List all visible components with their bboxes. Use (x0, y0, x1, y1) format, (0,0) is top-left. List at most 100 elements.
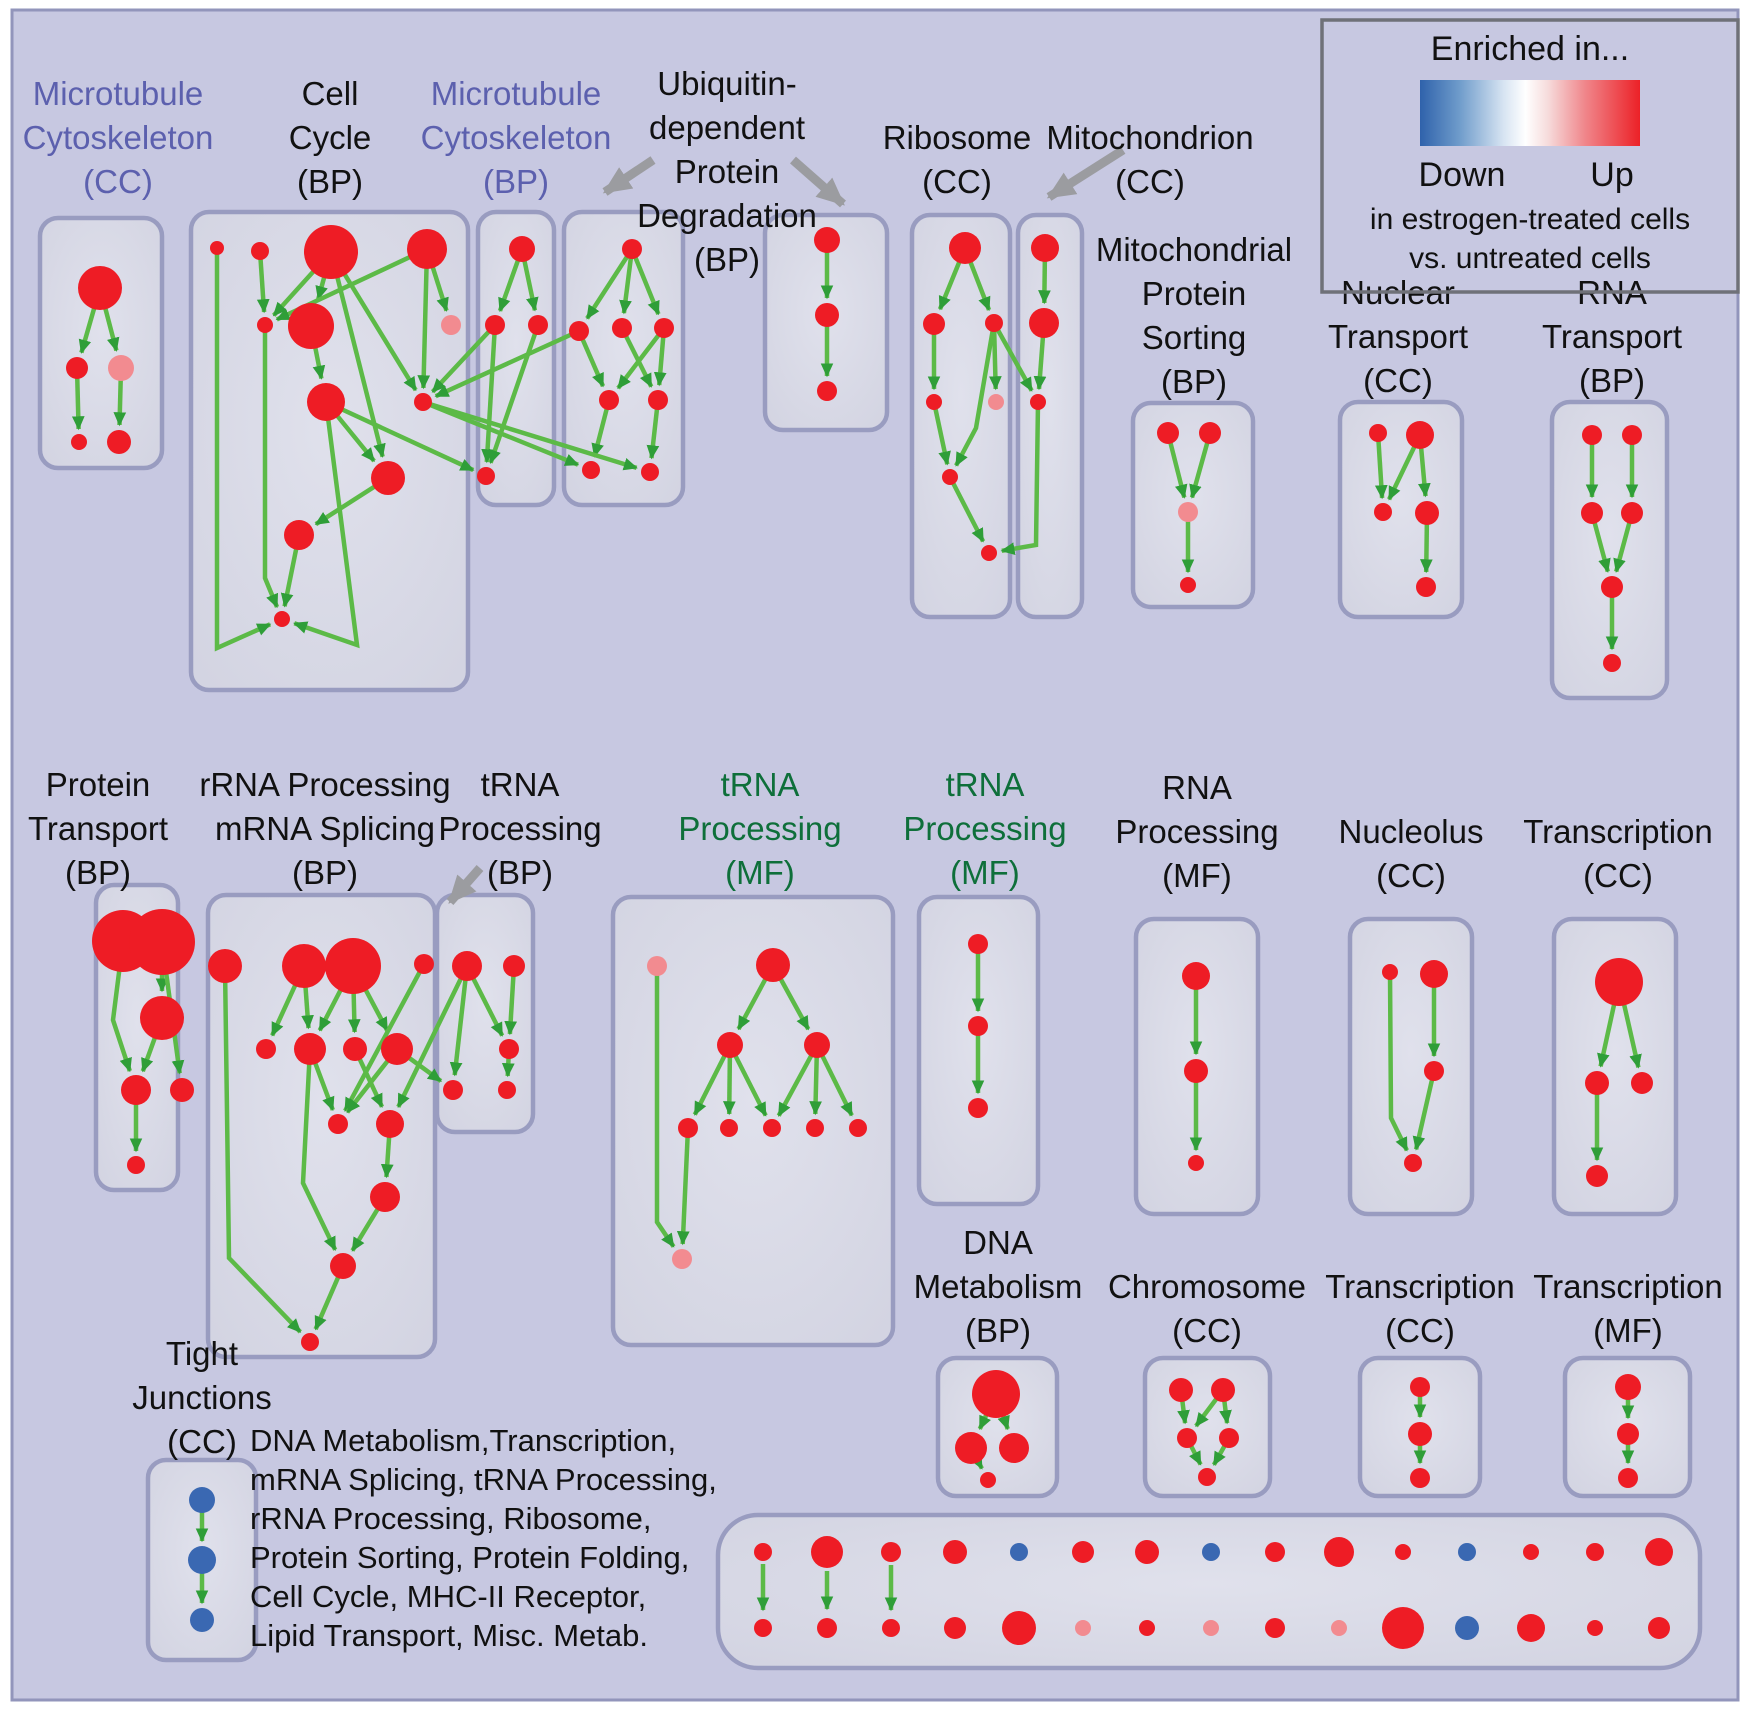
go-node-b1 (569, 321, 589, 341)
mixed-cluster-text-line-3: Protein Sorting, Protein Folding, (250, 1540, 689, 1575)
go-node-c4 (1586, 1165, 1608, 1187)
pair-bottom-dot-4 (1002, 1611, 1036, 1645)
cluster-label-protein-transport: Protein (46, 766, 151, 803)
cluster-label-tight-junctions: (CC) (167, 1423, 237, 1460)
go-node-s1 (1157, 422, 1179, 444)
edge-s2-s3 (1189, 432, 1213, 499)
edge-n5-n12 (262, 325, 280, 609)
pair-bottom-dot-12 (1517, 1614, 1545, 1642)
cluster-box-mitochondrion (1015, 212, 1085, 620)
pair-bottom-dot-9 (1331, 1620, 1347, 1636)
go-node-rt5 (1601, 576, 1623, 598)
go-node-e4 (1404, 1154, 1422, 1172)
go-node-h1 (968, 934, 988, 954)
edge-b1-n9 (434, 328, 580, 399)
go-node-u3 (817, 381, 837, 401)
go-node-e1 (1382, 964, 1398, 980)
cluster-label-mitochondrion: Mitochondrion (1046, 119, 1253, 156)
cluster-label-trna-mf-2: tRNA (946, 766, 1025, 803)
go-node-rt1 (1582, 425, 1602, 445)
edge-t3-r7 (1000, 401, 1041, 555)
go-node-b6 (582, 461, 600, 479)
pair-bottom-dot-6 (1139, 1620, 1155, 1636)
edge-r3-t3 (992, 321, 1034, 392)
pair-top-dot-10 (1395, 1544, 1411, 1560)
cluster-label-mito-protein-sorting: Mitochondrial (1096, 231, 1292, 268)
legend-box (1320, 18, 1740, 294)
go-node-f3 (1188, 1155, 1204, 1171)
go-node-m2 (485, 315, 505, 335)
go-node-r5 (988, 394, 1004, 410)
cluster-box-cell-cycle (188, 209, 471, 693)
edge-n8-n12 (293, 401, 360, 649)
pair-top-dot-13 (1586, 1543, 1604, 1561)
legend-subtitle-line2: vs. untreated cells (1409, 242, 1651, 275)
go-node-b2 (612, 318, 632, 338)
go-node-g5 (678, 1118, 698, 1138)
pair-bottom-dot-10 (1382, 1607, 1424, 1649)
cluster-label-nucleolus: Nucleolus (1339, 813, 1484, 850)
cluster-label-protein-transport: Transport (28, 810, 168, 847)
go-node-q5 (256, 1039, 276, 1059)
edge-n9-b6 (422, 399, 580, 467)
cluster-label-rna-processing-mf: Processing (1115, 813, 1278, 850)
mixed-cluster-text-line-2: rRNA Processing, Ribosome, (250, 1501, 651, 1536)
legend-down-label: Down (1419, 156, 1506, 194)
go-node-k3 (1177, 1428, 1197, 1448)
go-node-b0 (622, 239, 642, 259)
go-node-d2 (955, 1432, 987, 1464)
edge-q1-q13 (222, 965, 302, 1334)
go-node-c3 (1631, 1072, 1653, 1094)
edge-m2-n9 (430, 323, 497, 394)
go-node-d3 (999, 1433, 1029, 1463)
go-node-c1 (1595, 958, 1643, 1006)
pair-top-dot-3 (943, 1540, 967, 1564)
go-node-p6 (127, 1156, 145, 1174)
pair-bottom-dot-3 (944, 1617, 966, 1639)
pair-bottom-dot-2 (882, 1619, 900, 1637)
edge-q4-q9 (343, 962, 426, 1112)
go-node-tb4 (443, 1080, 463, 1100)
edge-e1-e4 (1387, 971, 1409, 1152)
go-node-v1 (1410, 1377, 1430, 1397)
pair-bottom-dot-13 (1587, 1620, 1603, 1636)
legend-subtitle-line1: in estrogen-treated cells (1370, 203, 1690, 236)
go-node-nt2 (1406, 421, 1434, 449)
pair-bottom-dot-5 (1075, 1620, 1091, 1636)
cluster-label-microtubule-cc: Cytoskeleton (23, 119, 214, 156)
go-node-s4 (1180, 577, 1196, 593)
go-node-r7 (981, 545, 997, 561)
edge-g4-g9 (814, 1044, 854, 1117)
go-node-e3 (1424, 1061, 1444, 1081)
go-node-k5 (1198, 1468, 1216, 1486)
go-node-j3 (190, 1608, 214, 1632)
pair-top-dot-2 (881, 1542, 901, 1562)
cluster-label-trna-mf-1: (MF) (725, 854, 795, 891)
nodes-layer (66, 225, 1653, 1632)
cluster-label-transcription-cc-lower: (CC) (1385, 1312, 1455, 1349)
pair-top-dot-0 (754, 1543, 772, 1561)
edge-g5-g10 (676, 1127, 691, 1246)
edge-s1-s3 (1165, 432, 1188, 499)
go-node-nt4 (1415, 501, 1439, 525)
cluster-label-rna-processing-mf: (MF) (1162, 857, 1232, 894)
cluster-label-rna-processing-mf: RNA (1162, 769, 1232, 806)
go-node-b4 (599, 390, 619, 410)
cluster-label-cell-cycle: Cycle (289, 119, 372, 156)
cluster-label-rrna-mrna: rRNA Processing (199, 766, 450, 803)
cluster-box-mixed-panel (715, 1512, 1703, 1671)
go-node-q10 (376, 1110, 404, 1138)
pair-top-dot-14 (1645, 1538, 1673, 1566)
cluster-label-microtubule-bp: (BP) (483, 163, 549, 200)
cluster-label-mitochondrion: (CC) (1115, 163, 1185, 200)
pair-top-dot-6 (1135, 1540, 1159, 1564)
edge-b1-b4 (576, 330, 606, 388)
go-node-nt3 (1374, 503, 1392, 521)
go-node-tb5 (498, 1081, 516, 1099)
edge-e3-e4 (1412, 1070, 1437, 1151)
pair-top-dot-7 (1202, 1543, 1220, 1561)
go-node-q2 (282, 944, 326, 988)
go-node-t3 (1030, 394, 1046, 410)
go-node-q4 (414, 954, 434, 974)
go-node-d1 (972, 1370, 1020, 1418)
